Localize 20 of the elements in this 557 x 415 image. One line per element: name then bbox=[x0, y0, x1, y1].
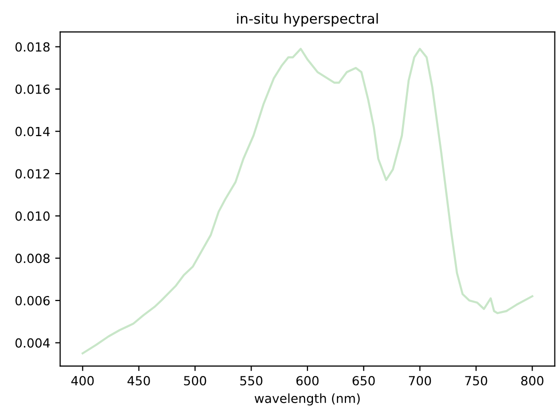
y-tick-label: 0.016 bbox=[15, 84, 50, 94]
y-tick-label: 0.006 bbox=[15, 296, 50, 306]
x-tick-label: 600 bbox=[296, 376, 319, 386]
x-tick-label: 550 bbox=[240, 376, 262, 386]
x-tick-label: 650 bbox=[352, 376, 375, 386]
y-tick-label: 0.018 bbox=[15, 42, 50, 52]
x-tick-label: 800 bbox=[521, 376, 544, 386]
chart-title: in-situ hyperspectral bbox=[237, 13, 378, 27]
x-tick-label: 450 bbox=[128, 376, 150, 386]
x-tick-label: 700 bbox=[408, 376, 431, 386]
y-tick-label: 0.004 bbox=[15, 338, 50, 348]
x-tick-label: 400 bbox=[71, 376, 94, 386]
x-tick-label: 500 bbox=[184, 376, 206, 386]
y-tick-label: 0.010 bbox=[15, 211, 50, 221]
line-series bbox=[82, 48, 534, 354]
y-tick-label: 0.012 bbox=[15, 169, 50, 179]
y-tick-label: 0.014 bbox=[15, 126, 50, 136]
x-axis-title: wavelength (nm) bbox=[254, 393, 360, 406]
x-tick-label: 750 bbox=[465, 376, 488, 386]
y-tick-label: 0.008 bbox=[15, 254, 50, 264]
